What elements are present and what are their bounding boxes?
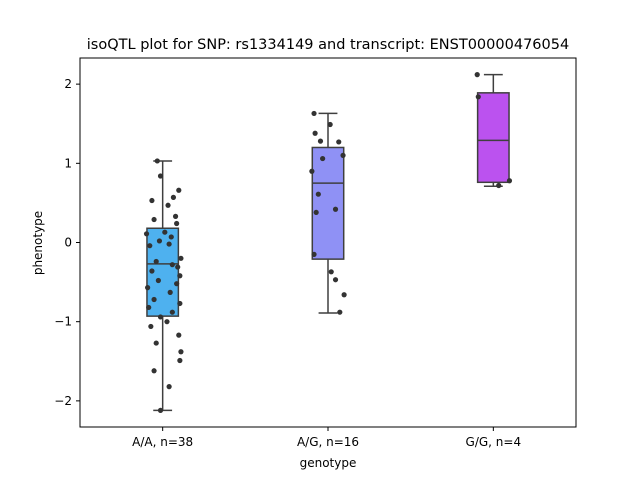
x-tick-label: A/A, n=38: [132, 435, 193, 449]
data-point: [312, 130, 318, 136]
data-point: [166, 384, 172, 390]
data-point: [151, 216, 157, 223]
data-point: [474, 72, 480, 78]
box-iqr: [311, 146, 345, 260]
data-point: [149, 268, 155, 274]
data-point: [177, 273, 183, 279]
data-point: [332, 277, 339, 283]
data-point: [178, 349, 184, 355]
data-point: [311, 251, 317, 257]
data-point: [309, 168, 315, 174]
data-point: [168, 234, 174, 240]
data-point: [332, 206, 339, 212]
data-point: [143, 231, 150, 237]
data-point: [170, 194, 177, 200]
data-point: [315, 191, 321, 197]
box-group: [476, 73, 510, 188]
data-point: [157, 173, 164, 179]
data-point: [172, 213, 179, 219]
data-point: [155, 277, 161, 284]
data-point: [336, 139, 342, 145]
y-tick-label: −2: [54, 394, 72, 408]
data-point: [169, 262, 175, 268]
data-point: [337, 309, 343, 315]
data-point: [148, 323, 154, 330]
data-point: [174, 220, 180, 227]
data-point: [162, 229, 168, 235]
data-point: [311, 110, 317, 117]
data-point: [175, 264, 181, 270]
box-group: [311, 112, 345, 314]
data-point: [340, 152, 346, 158]
data-point: [176, 187, 182, 193]
data-point: [157, 407, 164, 413]
data-point: [506, 178, 513, 184]
data-point: [149, 197, 155, 204]
data-point: [151, 296, 157, 303]
chart-title: isoQTL plot for SNP: rs1334149 and trans…: [87, 37, 569, 53]
y-tick-label: 1: [64, 156, 72, 170]
data-point: [169, 309, 175, 315]
data-point: [151, 368, 157, 374]
y-axis: −2 −1 0 1 2: [54, 77, 80, 408]
data-point: [176, 332, 182, 338]
data-point: [341, 292, 347, 298]
data-point: [177, 357, 183, 364]
data-point: [145, 285, 151, 291]
data-point: [320, 155, 326, 162]
y-tick-label: 2: [64, 77, 72, 91]
data-point: [164, 319, 170, 325]
box-iqr: [476, 92, 510, 184]
data-point: [475, 94, 481, 100]
data-point: [157, 314, 164, 320]
data-point: [328, 269, 334, 275]
data-point: [177, 300, 183, 307]
data-point: [156, 238, 163, 244]
data-point: [165, 202, 171, 208]
data-point: [167, 289, 173, 295]
y-axis-label: phenotype: [31, 211, 45, 275]
data-point: [154, 158, 160, 164]
data-point: [153, 340, 159, 346]
x-axis: A/A, n=38 A/G, n=16 G/G, n=4: [132, 427, 521, 449]
data-point: [178, 255, 184, 261]
x-axis-label: genotype: [300, 456, 357, 470]
plot-area: [143, 72, 513, 413]
data-point: [313, 209, 319, 216]
data-point: [317, 138, 324, 144]
data-point: [166, 241, 172, 247]
data-point: [496, 182, 502, 189]
data-point: [147, 243, 153, 249]
data-point: [146, 304, 152, 311]
data-point: [327, 121, 333, 128]
x-tick-label: A/G, n=16: [297, 435, 359, 449]
y-tick-label: −1: [54, 315, 72, 329]
data-point: [153, 258, 159, 265]
y-tick-label: 0: [64, 236, 72, 250]
x-tick-label: G/G, n=4: [466, 435, 522, 449]
data-point: [174, 281, 180, 287]
